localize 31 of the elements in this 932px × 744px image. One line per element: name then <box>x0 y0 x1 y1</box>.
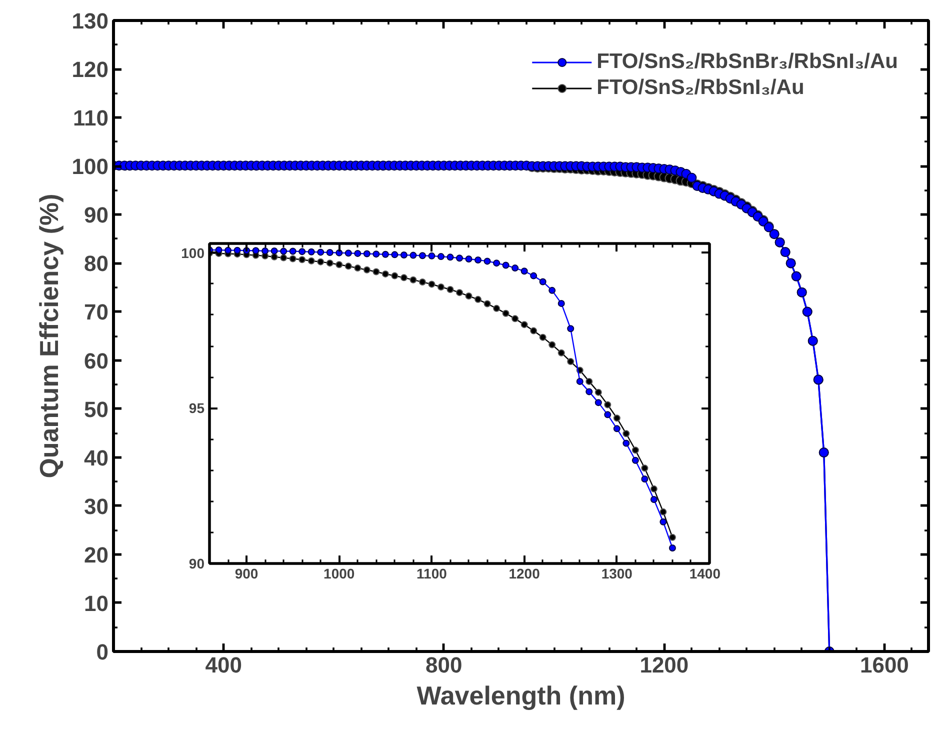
x-tick-label: 1200 <box>640 652 689 678</box>
y-tick-label: 20 <box>84 542 109 568</box>
y-tick-label: 40 <box>84 445 109 470</box>
x-axis-title: Wavelength (nm) <box>416 680 626 710</box>
y-tick-label: 10 <box>84 590 109 616</box>
y-tick-label: 70 <box>84 300 109 325</box>
x-tick-label: 900 <box>234 566 258 582</box>
y-tick-label: 60 <box>84 348 109 374</box>
x-tick-label: 800 <box>426 652 462 678</box>
x-tick-label: 1600 <box>860 652 909 678</box>
y-tick-label: 80 <box>84 251 109 276</box>
x-tick-label: 1300 <box>601 566 633 582</box>
y-tick-label: 50 <box>84 396 109 422</box>
x-tick-label: 400 <box>205 652 242 678</box>
y-tick-label: 100 <box>181 244 205 261</box>
x-tick-label: 1100 <box>416 566 448 582</box>
legend-label: FTO/SnS₂/RbSnBr₃/RbSnI₃/Au <box>596 50 898 74</box>
x-tick-label: 1000 <box>324 566 355 582</box>
y-tick-label: 90 <box>188 556 205 572</box>
y-axis-title: Quantum Effciency (%) <box>34 194 64 478</box>
y-tick-label: 90 <box>84 202 109 228</box>
y-tick-label: 110 <box>73 106 109 131</box>
x-tick-label: 1400 <box>689 566 721 582</box>
y-tick-label: 95 <box>188 400 205 416</box>
y-tick-label: 0 <box>96 640 109 664</box>
y-tick-label: 100 <box>72 154 109 180</box>
y-tick-label: 130 <box>72 8 109 34</box>
x-tick-label: 1200 <box>508 566 540 582</box>
y-tick-label: 120 <box>72 57 109 82</box>
legend-label: FTO/SnS₂/RbSnI₃/Au <box>596 76 804 100</box>
y-tick-label: 30 <box>84 494 109 519</box>
